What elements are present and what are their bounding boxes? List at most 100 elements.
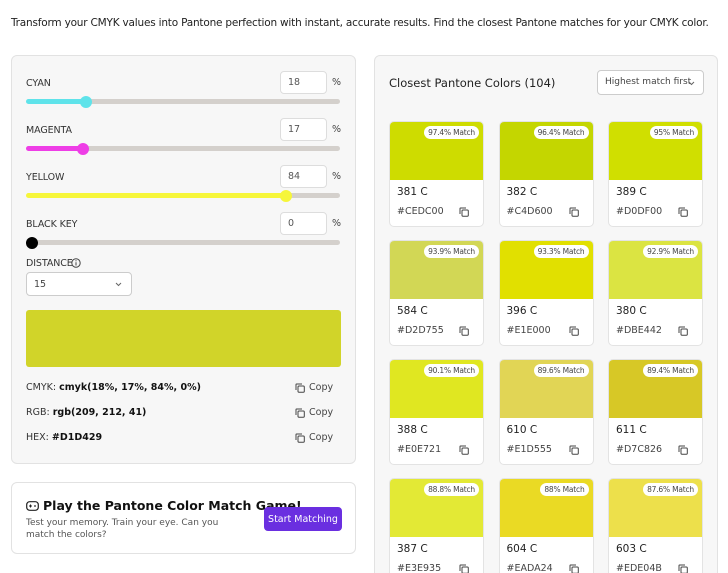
pantone-hex: #D2D755	[397, 325, 444, 336]
copy-icon[interactable]	[678, 564, 688, 573]
info-icon[interactable]	[71, 258, 81, 268]
copy-icon[interactable]	[569, 445, 579, 455]
info-value: #D1D429	[51, 432, 103, 443]
pantone-hex: #EADA24	[506, 563, 553, 573]
pantone-card[interactable]: 96.4% Match 382 C #C4D600	[498, 121, 594, 227]
sort-select[interactable]: Highest match first	[597, 70, 704, 95]
match-badge: 90.1% Match	[424, 364, 479, 377]
chevron	[688, 81, 695, 86]
pantone-hex: #EDE04B	[616, 563, 662, 573]
color-info-row: HEX: #D1D429	[26, 432, 102, 443]
unit-label: %	[332, 77, 342, 88]
start-button[interactable]: Start Matching	[264, 507, 342, 531]
copy-icon[interactable]	[459, 326, 469, 336]
card-swatch: 92.9% Match	[609, 241, 702, 299]
copy-button[interactable]: Copy	[295, 407, 333, 418]
pantone-hex: #D0DF00	[616, 206, 663, 217]
copy-label: Copy	[309, 407, 334, 418]
match-badge: 97.4% Match	[424, 126, 479, 139]
value-input[interactable]: 18	[280, 71, 327, 94]
pantone-card[interactable]: 90.1% Match 388 C #E0E721	[389, 359, 484, 465]
copy-button[interactable]: Copy	[295, 382, 333, 393]
value-input[interactable]: 17	[280, 118, 327, 141]
card-swatch: 97.4% Match	[390, 122, 483, 180]
pantone-name: 388 C	[397, 424, 428, 436]
intro-text: Transform your CMYK values into Pantone …	[11, 17, 709, 29]
copy-label: Copy	[309, 382, 334, 393]
copy-icon[interactable]	[459, 445, 469, 455]
card-swatch: 93.3% Match	[499, 241, 593, 299]
pantone-name: 610 C	[506, 424, 538, 436]
pantone-card[interactable]: 93.9% Match 584 C #D2D755	[389, 240, 484, 346]
results-title: Closest Pantone Colors (104)	[389, 76, 556, 90]
copy-icon[interactable]	[678, 445, 688, 455]
match-badge: 93.3% Match	[533, 245, 589, 258]
pantone-card[interactable]: 93.3% Match 396 C #E1E000	[498, 240, 594, 346]
pantone-hex: #DBE442	[616, 325, 662, 336]
pantone-name: 603 C	[616, 543, 647, 555]
slider-label: CYAN	[26, 78, 51, 89]
value-input[interactable]: 0	[280, 212, 327, 235]
copy-icon[interactable]	[459, 564, 469, 573]
slider[interactable]	[26, 240, 340, 245]
pantone-hex: #E1E000	[506, 325, 551, 336]
unit-label: %	[332, 124, 342, 135]
slider-label: YELLOW	[26, 172, 65, 183]
value-input[interactable]: 84	[280, 165, 327, 188]
copy-icon[interactable]	[569, 564, 579, 573]
info-value: rgb(209, 212, 41)	[52, 407, 147, 418]
pantone-hex: #E3E935	[397, 563, 442, 573]
copy-icon[interactable]	[678, 207, 688, 217]
info-label: HEX:	[26, 432, 49, 443]
pantone-name: 389 C	[616, 186, 647, 198]
pantone-card[interactable]: 97.4% Match 381 C #CEDC00	[389, 121, 484, 227]
slider-label: MAGENTA	[26, 125, 72, 136]
slider[interactable]	[26, 99, 340, 104]
copy-button[interactable]: Copy	[295, 432, 333, 443]
card-swatch: 89.6% Match	[499, 360, 593, 418]
pantone-card[interactable]: 87.6% Match 603 C #EDE04B	[608, 478, 703, 573]
match-badge: 95% Match	[649, 126, 698, 139]
copy-icon[interactable]	[295, 383, 305, 393]
copy-label: Copy	[309, 432, 334, 443]
cmyk-panel: CYAN 18% MAGENTA 17% YELLOW 84% BLACK KEY 0% DIS…	[11, 55, 356, 464]
pantone-card[interactable]: 95% Match 389 C #D0DF00	[608, 121, 703, 227]
pantone-card[interactable]: 89.6% Match 610 C #E1D555	[498, 359, 594, 465]
card-swatch: 93.9% Match	[390, 241, 483, 299]
pantone-hex: #E1D555	[506, 444, 552, 455]
pantone-card[interactable]: 88.8% Match 387 C #E3E935	[389, 478, 484, 573]
match-badge: 96.4% Match	[533, 126, 589, 139]
pantone-card[interactable]: 89.4% Match 611 C #D7C826	[608, 359, 703, 465]
distance-select[interactable]: 15	[26, 272, 132, 296]
copy-icon[interactable]	[678, 326, 688, 336]
pantone-name: 380 C	[616, 305, 647, 317]
copy-icon[interactable]	[459, 207, 469, 217]
pantone-card[interactable]: 88% Match 604 C #EADA24	[498, 478, 594, 573]
pantone-card[interactable]: 92.9% Match 380 C #DBE442	[608, 240, 703, 346]
pantone-name: 584 C	[397, 305, 428, 317]
slider[interactable]	[26, 193, 340, 198]
slider[interactable]	[26, 146, 340, 151]
game-title: Play the Pantone Color Match Game!	[43, 498, 302, 513]
match-badge: 89.4% Match	[643, 364, 698, 377]
copy-icon[interactable]	[569, 326, 579, 336]
card-swatch: 89.4% Match	[609, 360, 702, 418]
match-badge: 87.6% Match	[643, 483, 698, 496]
copy-icon[interactable]	[295, 433, 305, 443]
copy-icon[interactable]	[569, 207, 579, 217]
match-badge: 92.9% Match	[643, 245, 698, 258]
info-label: CMYK:	[26, 382, 57, 393]
card-swatch: 88.8% Match	[390, 479, 483, 537]
pantone-name: 611 C	[616, 424, 647, 436]
copy-icon[interactable]	[295, 408, 305, 418]
pantone-name: 381 C	[397, 186, 428, 198]
card-swatch: 87.6% Match	[609, 479, 702, 537]
match-badge: 88.8% Match	[424, 483, 479, 496]
pantone-hex: #CEDC00	[397, 206, 444, 217]
pantone-name: 604 C	[506, 543, 538, 555]
card-swatch: 90.1% Match	[390, 360, 483, 418]
chevron	[115, 282, 122, 287]
match-badge: 89.6% Match	[533, 364, 589, 377]
unit-label: %	[332, 171, 342, 182]
game-icon	[26, 501, 39, 511]
